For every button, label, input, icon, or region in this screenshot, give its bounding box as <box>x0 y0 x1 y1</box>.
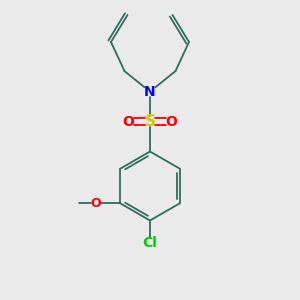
Text: O: O <box>166 115 178 128</box>
Text: S: S <box>145 114 155 129</box>
Text: Cl: Cl <box>142 236 158 250</box>
Text: N: N <box>144 85 156 98</box>
Text: O: O <box>122 115 134 128</box>
Text: O: O <box>90 197 101 210</box>
